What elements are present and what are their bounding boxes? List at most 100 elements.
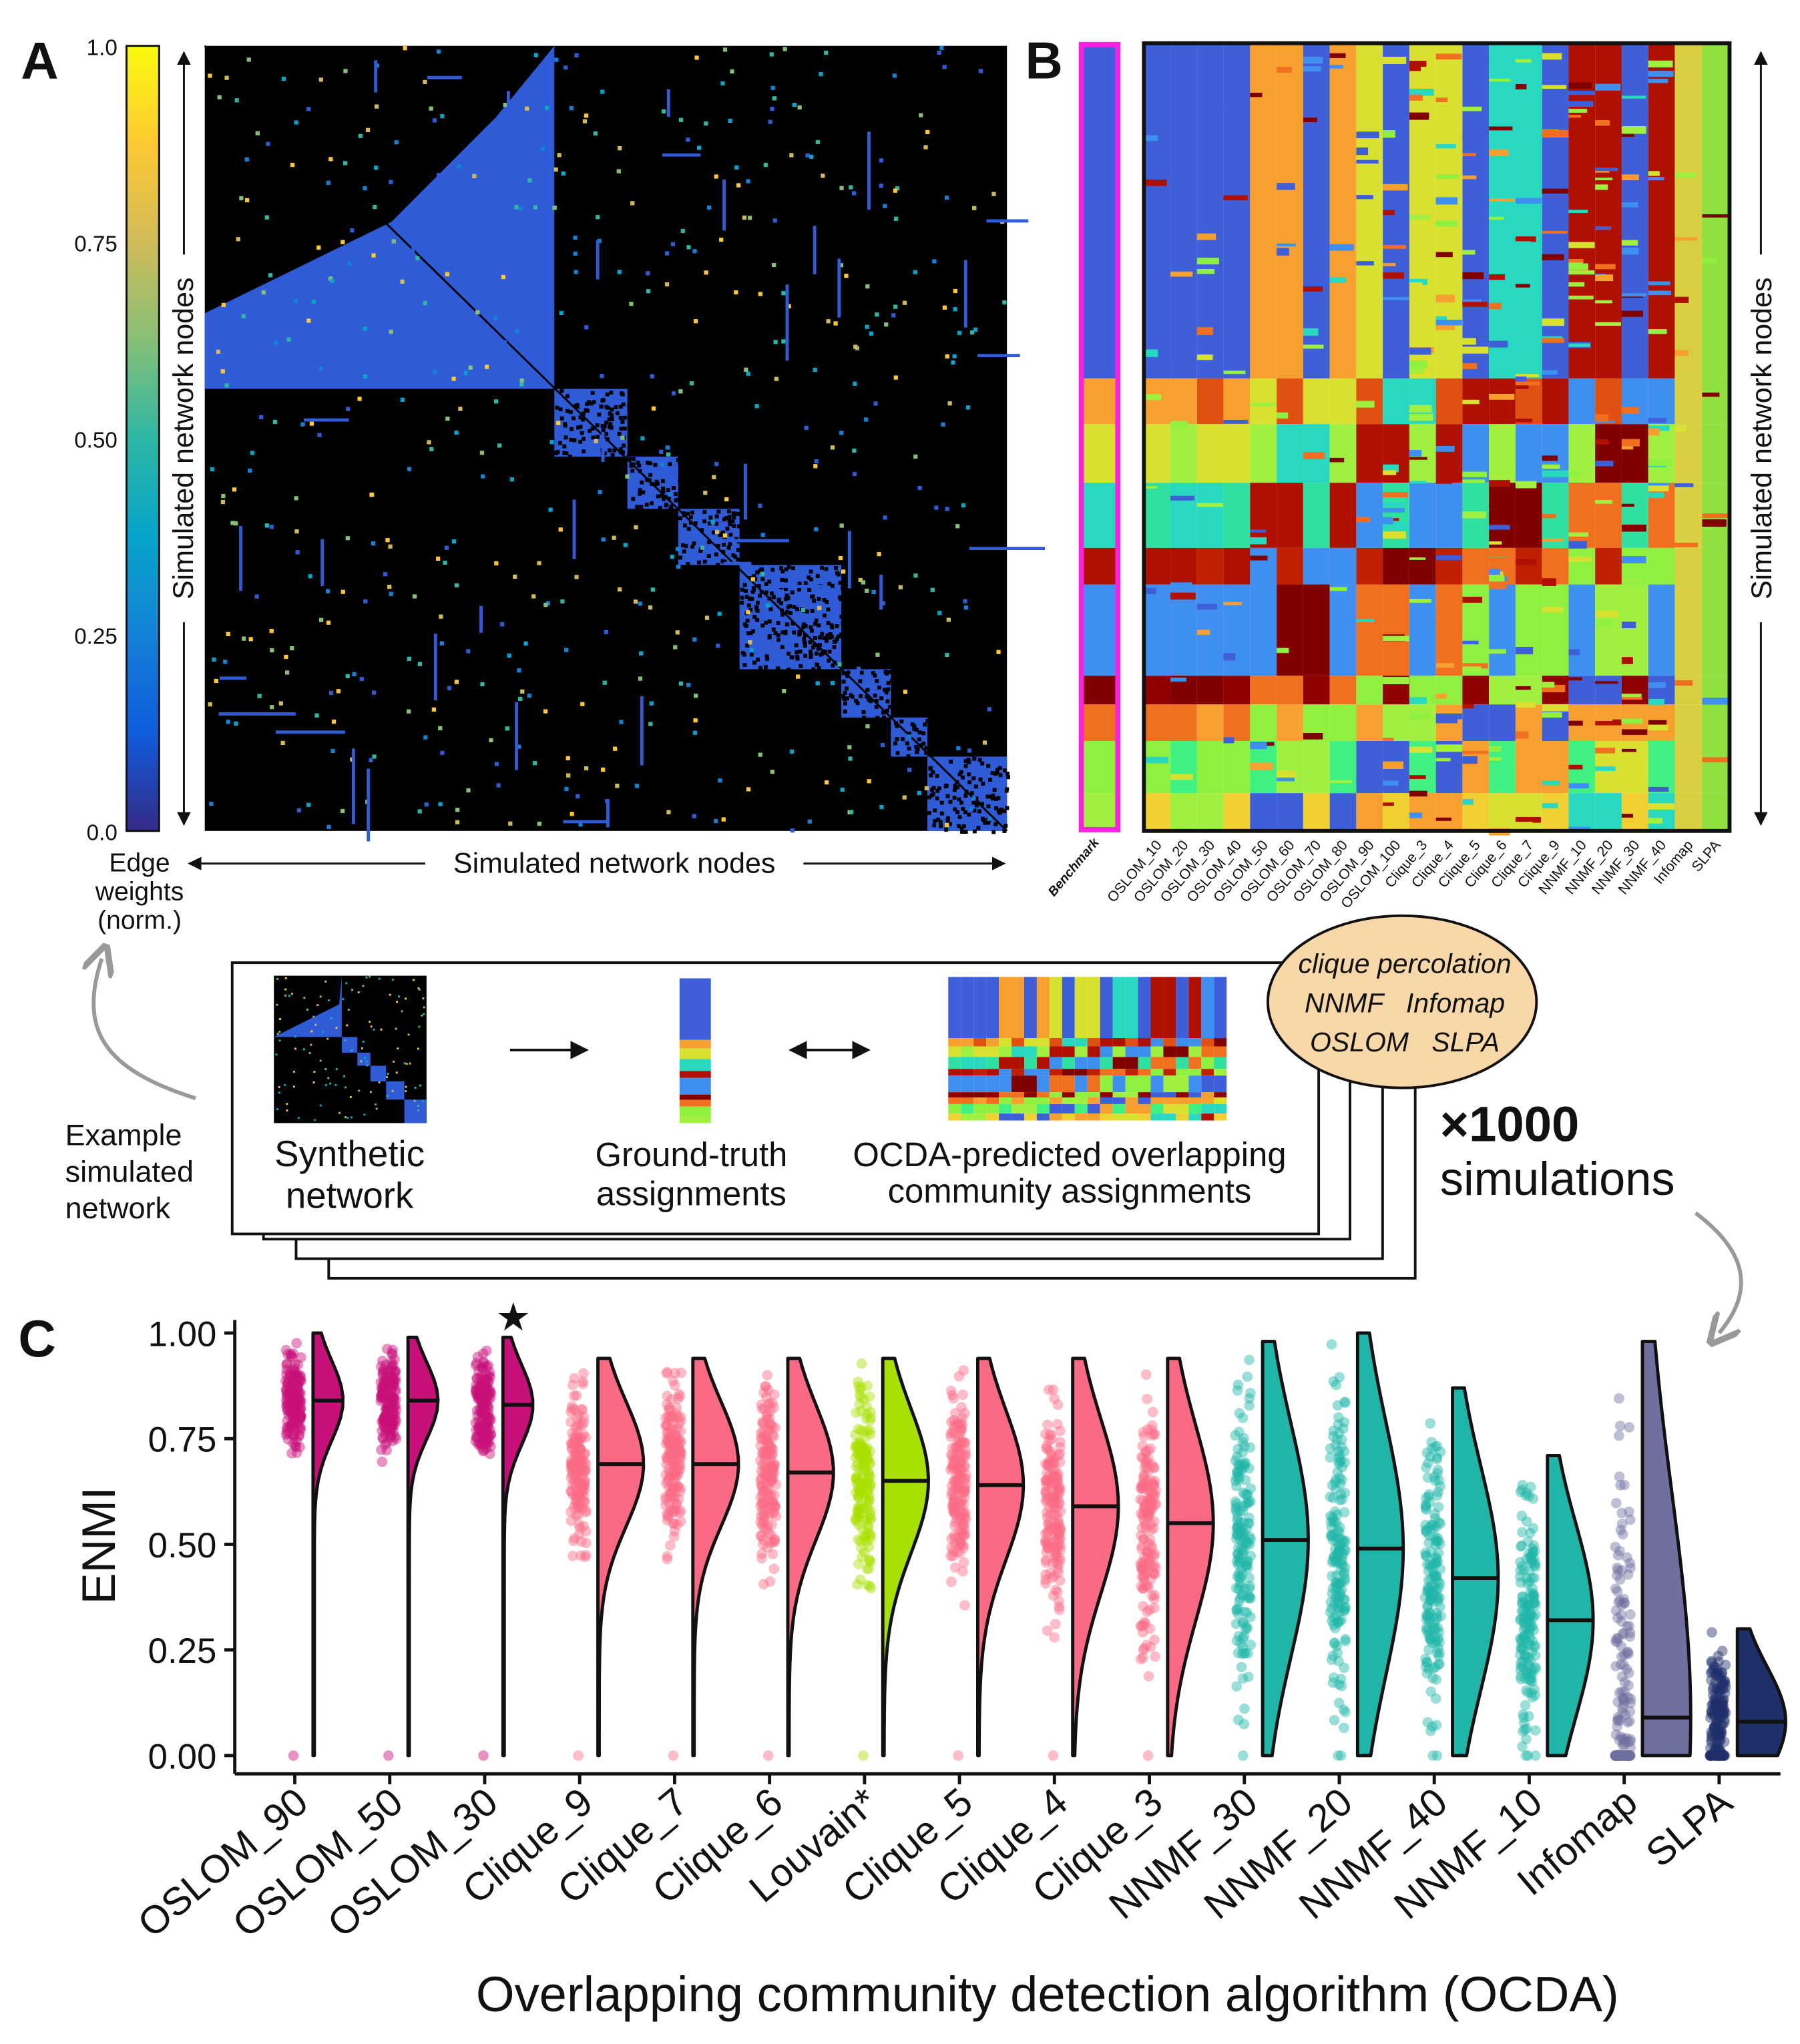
data-point	[765, 1455, 776, 1466]
data-point	[571, 1466, 582, 1477]
edge-cell	[668, 492, 672, 497]
edge-cell	[423, 301, 427, 306]
data-point	[756, 1434, 767, 1445]
assignment-stripe	[1329, 587, 1347, 591]
data-point	[479, 1437, 490, 1448]
missing-edge	[875, 716, 880, 720]
data-point	[379, 1416, 389, 1427]
data-point	[1142, 1566, 1154, 1577]
data-point	[768, 1431, 779, 1443]
assignment-stripe	[1568, 101, 1594, 107]
assignment-band	[1223, 584, 1251, 676]
data-point	[1148, 1523, 1159, 1534]
edge-cell	[306, 802, 311, 807]
missing-edge	[767, 579, 772, 584]
data-point	[1236, 1564, 1247, 1575]
data-point	[1040, 1486, 1051, 1497]
data-point	[294, 1411, 306, 1422]
data-point	[1139, 1463, 1150, 1473]
assignment-stripe	[1277, 412, 1289, 419]
data-point	[577, 1503, 588, 1514]
data-point	[1055, 1533, 1066, 1544]
data-point	[762, 1446, 772, 1457]
missing-edge	[884, 690, 889, 695]
predicted-band	[1049, 1075, 1062, 1093]
assignment-stripe	[1409, 95, 1423, 101]
data-point	[377, 1416, 387, 1427]
data-point	[282, 1390, 293, 1402]
thumb-edge	[276, 1033, 279, 1035]
data-point	[385, 1432, 396, 1443]
data-point	[387, 1421, 399, 1431]
edge-cell	[720, 81, 725, 86]
data-point	[381, 1424, 392, 1435]
assignment-band	[1702, 740, 1730, 794]
predicted-band	[1011, 977, 1024, 1039]
assignment-stripe	[1568, 258, 1584, 263]
data-point	[863, 1522, 874, 1533]
predicted-band	[1100, 1097, 1113, 1104]
edge-cell	[913, 454, 918, 459]
data-point	[1335, 1533, 1345, 1544]
example-label: simulated	[65, 1154, 194, 1188]
data-point	[1044, 1478, 1055, 1489]
assignment-stripe	[1568, 91, 1596, 95]
edge-cell	[497, 443, 502, 448]
missing-edge	[992, 788, 997, 792]
data-point	[290, 1370, 301, 1381]
assignment-band	[1674, 704, 1703, 741]
data-point	[1049, 1503, 1060, 1514]
missing-edge	[983, 820, 987, 825]
thumb-edge	[314, 1023, 317, 1026]
data-point	[767, 1549, 778, 1559]
data-point	[1138, 1645, 1149, 1655]
data-point	[580, 1463, 591, 1475]
assignment-stripe	[1648, 418, 1666, 423]
data-point	[855, 1441, 865, 1452]
data-point	[286, 1352, 298, 1363]
data-point	[666, 1444, 676, 1455]
data-point	[578, 1477, 590, 1489]
missing-edge	[957, 772, 962, 776]
assignment-stripe	[1621, 697, 1642, 700]
assignment-stripe	[1462, 629, 1481, 636]
data-point	[567, 1460, 578, 1471]
data-point	[855, 1535, 866, 1547]
colorbar-tick-label: 0.25	[74, 624, 118, 649]
data-point	[1146, 1504, 1158, 1515]
data-point	[566, 1438, 578, 1449]
missing-edge	[720, 559, 725, 563]
data-point	[850, 1452, 861, 1463]
edge-cell	[438, 802, 443, 806]
data-point	[668, 1411, 678, 1423]
assignment-stripe	[1489, 216, 1504, 220]
data-point	[948, 1392, 959, 1404]
data-point	[1245, 1580, 1256, 1591]
assignment-stripe	[1648, 459, 1672, 467]
data-point	[853, 1492, 864, 1503]
data-point	[851, 1461, 862, 1473]
data-point	[377, 1425, 387, 1437]
missing-edge	[928, 766, 933, 771]
predicted-band	[1163, 977, 1176, 1039]
data-point	[1333, 1616, 1343, 1627]
x-tick-label: SLPA	[1638, 1780, 1740, 1875]
edge-cell	[363, 326, 367, 331]
predicted-band	[1100, 1057, 1113, 1069]
missing-edge	[618, 405, 623, 409]
assignment-stripe	[1542, 311, 1568, 316]
data-point	[1136, 1530, 1146, 1541]
data-point	[857, 1453, 869, 1465]
data-point	[1326, 1522, 1337, 1533]
assignment-stripe	[1542, 470, 1569, 477]
predicted-band	[948, 1069, 961, 1076]
assignment-stripe	[1515, 382, 1529, 389]
data-point	[1232, 1451, 1243, 1462]
data-point	[853, 1463, 865, 1474]
data-point	[1234, 1573, 1245, 1584]
data-point	[1048, 1470, 1059, 1481]
edge-cell	[373, 204, 377, 210]
edge-cell	[839, 431, 844, 435]
thumb-edge	[362, 985, 365, 987]
missing-edge	[886, 687, 891, 692]
